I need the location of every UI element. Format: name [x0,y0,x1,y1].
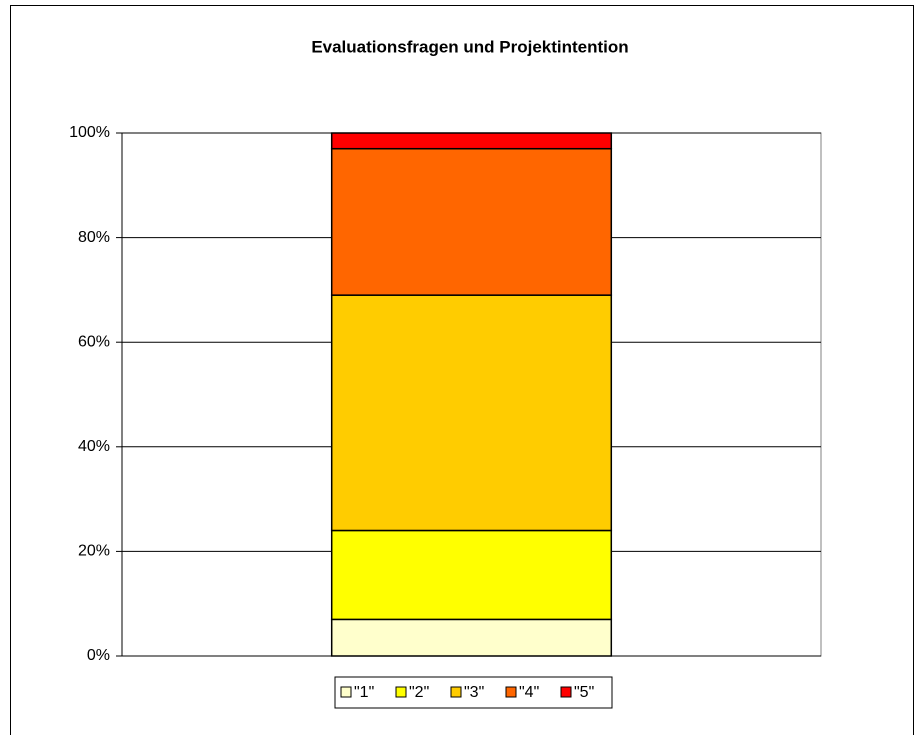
legend-label: "3" [464,684,484,701]
bar-segment [330,529,613,621]
legend-label: "2" [409,684,429,701]
bar-segment [330,618,613,657]
bar-segment [330,132,613,150]
legend-label: "4" [519,684,539,701]
y-tick-label: 100% [69,124,110,141]
y-tick-label: 80% [78,229,110,246]
y-tick-label: 0% [87,647,110,664]
bar-segment [330,294,613,532]
y-tick-label: 20% [78,543,110,560]
legend-label: "5" [574,684,594,701]
y-tick-label: 40% [78,438,110,455]
legend-swatch [395,686,407,698]
legend-swatch [340,686,352,698]
legend-swatch [560,686,572,698]
y-tick-label: 60% [78,333,110,350]
legend-swatch [450,686,462,698]
chart-title: Evaluationsfragen und Projektintention [311,37,628,56]
legend-label: "1" [354,684,374,701]
bar-segment [330,147,613,296]
legend-swatch [505,686,517,698]
